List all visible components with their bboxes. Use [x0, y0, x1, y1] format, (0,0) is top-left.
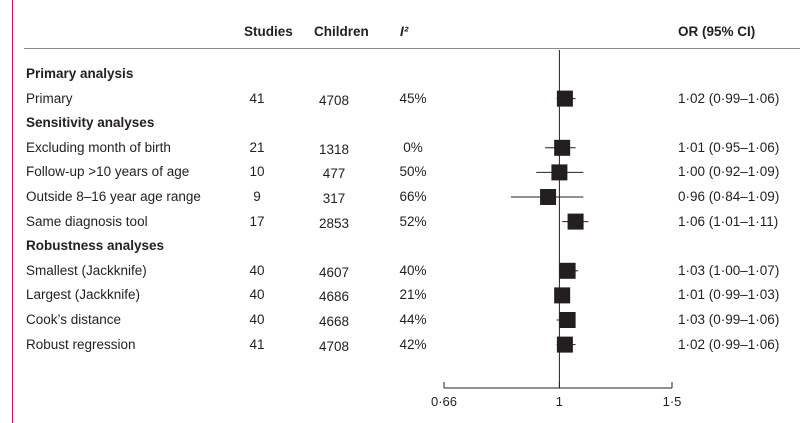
row-children: 317 — [322, 191, 346, 206]
row-or-ci: 1·06 (1·01–1·11) — [678, 213, 779, 229]
row-studies: 9 — [253, 189, 261, 204]
row-studies: 40 — [249, 312, 265, 327]
row-i2: 21% — [399, 287, 427, 303]
row-children: 4708 — [318, 92, 350, 108]
row-or-ci: 1·03 (0·99–1·06) — [678, 312, 780, 327]
row-children: 1318 — [318, 141, 350, 157]
row-i2: 50% — [399, 164, 427, 180]
row-or-ci: 1·01 (0·95–1·06) — [678, 139, 780, 155]
point-estimate — [567, 213, 584, 230]
row-label: Primary — [26, 90, 73, 106]
row-label: Follow-up >10 years of age — [26, 164, 190, 180]
row-i2: 44% — [399, 312, 427, 327]
row-children: 4708 — [318, 338, 350, 354]
row-studies: 17 — [249, 213, 265, 229]
point-estimate — [540, 189, 557, 205]
row-or-ci: 1·00 (0·92–1·09) — [678, 164, 780, 180]
header-rule — [24, 48, 800, 49]
row-i2: 0% — [403, 139, 423, 155]
row-studies: 41 — [249, 90, 265, 106]
row-or-ci: 0·96 (0·84–1·09) — [678, 189, 780, 204]
point-estimate — [559, 262, 576, 279]
row-studies: 40 — [249, 262, 265, 278]
row-children: 4607 — [318, 264, 350, 280]
row-i2: 45% — [399, 90, 427, 106]
row-or-ci: 1·01 (0·99–1·03) — [678, 287, 780, 303]
row-label: Cook’s distance — [26, 312, 122, 327]
section-heading: Robustness analyses — [26, 238, 165, 254]
row-label: Robust regression — [26, 336, 136, 352]
point-estimate — [554, 139, 571, 156]
x-tick-label: 1 — [556, 394, 563, 409]
row-i2: 52% — [399, 213, 427, 229]
row-studies: 21 — [249, 139, 265, 155]
row-children: 4668 — [318, 314, 350, 329]
header-studies: Studies — [244, 24, 293, 39]
point-estimate — [556, 90, 573, 107]
row-studies: 41 — [249, 336, 265, 352]
point-estimate — [551, 164, 568, 181]
row-studies: 40 — [249, 287, 265, 303]
point-estimate — [559, 312, 576, 328]
point-estimate — [554, 287, 571, 304]
row-children: 2853 — [318, 215, 350, 231]
row-or-ci: 1·02 (0·99–1·06) — [678, 336, 780, 352]
row-studies: 10 — [249, 164, 265, 180]
row-children: 4686 — [318, 289, 350, 305]
row-label: Same diagnosis tool — [26, 213, 148, 229]
x-tick-label: 0·66 — [431, 394, 457, 409]
row-children: 477 — [322, 166, 346, 182]
row-label: Largest (Jackknife) — [26, 287, 141, 303]
section-heading: Sensitivity analyses — [26, 115, 155, 131]
header-or: OR (95% CI) — [678, 24, 756, 39]
page-margin-rule — [12, 0, 13, 423]
header-children: Children — [314, 24, 369, 39]
section-heading: Primary analysis — [26, 66, 134, 81]
header-i2: I² — [400, 24, 409, 39]
row-i2: 42% — [399, 336, 427, 352]
row-i2: 40% — [399, 262, 427, 278]
row-label: Outside 8–16 year age range — [26, 189, 201, 204]
point-estimate — [556, 336, 573, 353]
row-label: Excluding month of birth — [26, 139, 171, 155]
row-i2: 66% — [399, 189, 427, 204]
row-or-ci: 1·02 (0·99–1·06) — [678, 90, 780, 106]
x-tick-label: 1·5 — [663, 394, 682, 409]
row-or-ci: 1·03 (1·00–1·07) — [678, 262, 780, 278]
row-label: Smallest (Jackknife) — [26, 262, 147, 278]
